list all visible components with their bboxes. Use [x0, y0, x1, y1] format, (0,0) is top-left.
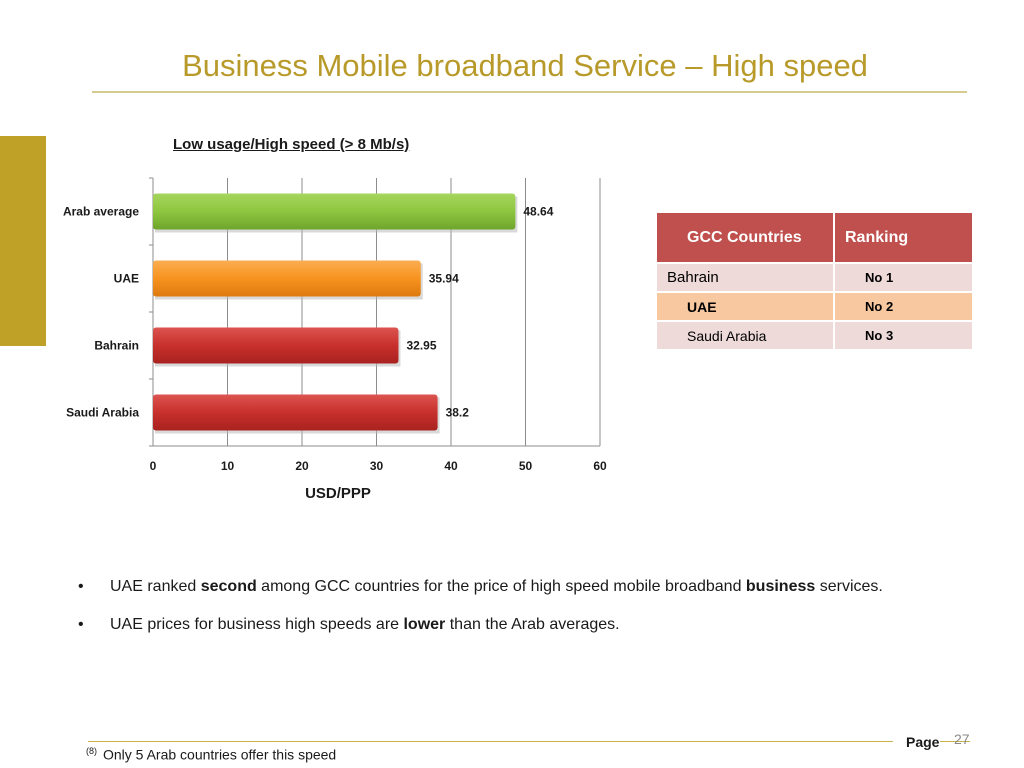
header-gcc-countries: GCC Countries — [657, 213, 835, 263]
x-axis-label: USD/PPP — [305, 485, 371, 502]
bullet-marker: • — [78, 578, 84, 595]
bullet-item: • UAE ranked second among GCC countries f… — [78, 578, 978, 596]
chart-title: Low usage/High speed (> 8 Mb/s) — [173, 136, 410, 153]
table-row: UAE No 2 — [657, 291, 972, 321]
category-label: Bahrain — [94, 339, 139, 353]
bar — [153, 260, 421, 297]
category-label: Arab average — [63, 205, 139, 219]
category-label: UAE — [114, 272, 139, 286]
bar — [153, 394, 438, 431]
page-number: 27 — [954, 731, 970, 747]
bar — [153, 193, 516, 230]
footnote-marker: (8) — [86, 746, 97, 756]
bullet-text: UAE prices for business high speeds are — [110, 616, 404, 633]
chart-labels: 0 10 20 30 40 50 60 Arab average 48.64 UAE 35.94 Ba… — [63, 205, 607, 474]
x-tick-label: 50 — [519, 459, 533, 473]
bullet-text: UAE ranked — [110, 578, 201, 595]
bullet-emphasis: business — [745, 578, 816, 595]
x-tick-label: 30 — [370, 459, 384, 473]
footer-divider-right — [940, 741, 970, 742]
table-cell-rank: No 1 — [834, 262, 972, 292]
bullet-marker: • — [78, 616, 84, 633]
bar — [153, 327, 399, 364]
footer-divider — [88, 741, 893, 742]
x-tick-label: 10 — [221, 459, 235, 473]
page-label: Page — [906, 734, 940, 750]
table-row: Bahrain No 1 — [657, 262, 972, 292]
x-tick-label: 0 — [150, 459, 157, 473]
data-label: 32.95 — [406, 339, 436, 353]
x-tick-label: 60 — [593, 459, 607, 473]
data-label: 38.2 — [446, 406, 470, 420]
table-cell-rank: No 2 — [834, 291, 972, 321]
data-label: 48.64 — [523, 205, 553, 219]
table-cell-country: Bahrain — [657, 262, 835, 292]
table-row: Saudi Arabia No 3 — [657, 320, 972, 349]
header-ranking: Ranking — [834, 213, 972, 263]
title-divider — [92, 91, 967, 93]
bullet-emphasis: second — [200, 578, 257, 595]
table-cell-country: Saudi Arabia — [657, 320, 835, 349]
accent-side-bar — [0, 136, 46, 346]
x-tick-label: 20 — [295, 459, 309, 473]
x-tick-label: 40 — [444, 459, 458, 473]
table-header-row: GCC Countries Ranking — [657, 213, 972, 263]
table-cell-rank: No 3 — [834, 320, 972, 349]
footnote: (8) Only 5 Arab countries offer this spee… — [86, 746, 336, 763]
chart-bars — [153, 193, 518, 434]
footnote-text: Only 5 Arab countries offer this speed — [103, 746, 337, 763]
page-title: Business Mobile broadband Service – High… — [182, 48, 868, 83]
bullet-list: • UAE ranked second among GCC countries f… — [78, 578, 978, 654]
bullet-text: than the Arab averages. — [445, 616, 620, 633]
ranking-table: GCC Countries Ranking Bahrain No 1 UAE N… — [657, 213, 972, 349]
table-cell-country: UAE — [657, 291, 835, 321]
bullet-emphasis: lower — [403, 616, 446, 633]
bullet-text: among GCC countries for the price of hig… — [256, 578, 746, 595]
bullet-item: • UAE prices for business high speeds are… — [78, 616, 978, 634]
category-label: Saudi Arabia — [66, 406, 139, 420]
bullet-text: services. — [815, 578, 883, 595]
data-label: 35.94 — [429, 272, 459, 286]
